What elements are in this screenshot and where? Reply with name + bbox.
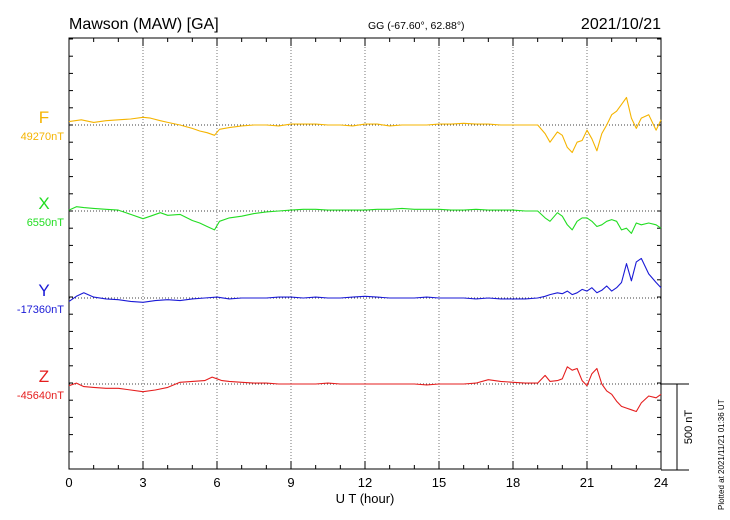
grid-lines	[142, 38, 588, 469]
x-axis-label: U T (hour)	[336, 491, 395, 506]
x-tick-labels: 0 3 6 9 12 15 18 21 24	[65, 475, 668, 490]
series-baseline-label-f: 49270nT	[21, 131, 65, 143]
series-name-y: Y	[38, 281, 49, 300]
x-tick-label: 3	[139, 475, 146, 490]
x-tick-label: 24	[654, 475, 668, 490]
x-tick-label: 18	[506, 475, 520, 490]
x-tick-label: 15	[432, 475, 446, 490]
series-baseline-label-z: -45640nT	[17, 390, 64, 402]
date-label: 2021/10/21	[581, 16, 661, 33]
series-name-x: X	[38, 194, 49, 213]
series-baseline-label-y: -17360nT	[17, 304, 64, 316]
series-line-y	[68, 257, 662, 303]
scale-bar: 500 nT	[661, 383, 695, 471]
series-name-f: F	[39, 108, 49, 127]
series-baseline-label-x: 6550nT	[27, 217, 65, 229]
series-line-x	[68, 206, 662, 234]
series-line-z	[68, 366, 662, 413]
x-tick-label: 12	[358, 475, 372, 490]
series-line-f	[68, 96, 662, 154]
x-tick-label: 21	[580, 475, 594, 490]
plotted-timestamp: Plotted at 2021/11/21 01:36 UT	[717, 399, 726, 510]
station-title: Mawson (MAW) [GA]	[69, 16, 219, 33]
scale-bar-label: 500 nT	[683, 410, 695, 445]
x-tick-label: 6	[213, 475, 220, 490]
series-name-z: Z	[39, 367, 49, 386]
coords-label: GG (-67.60°, 62.88°)	[368, 20, 465, 32]
x-tick-label: 0	[65, 475, 72, 490]
series-group: F 49270nT X 6550nT Y -17360nT Z -45640nT	[17, 96, 662, 413]
x-tick-label: 9	[287, 475, 294, 490]
